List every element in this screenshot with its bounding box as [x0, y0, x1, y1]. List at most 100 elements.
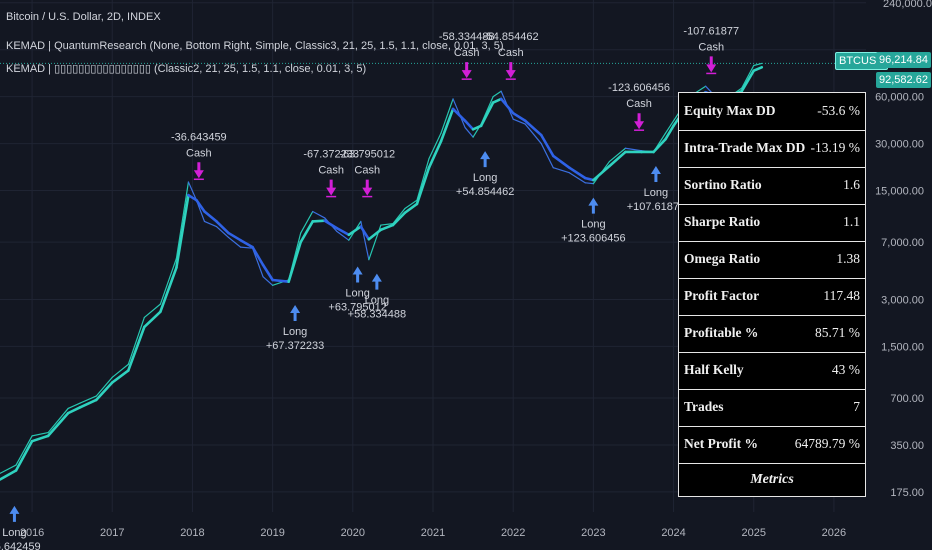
price-series-segment	[159, 257, 178, 305]
price-series-segment	[127, 316, 145, 365]
price-series-segment	[392, 207, 406, 225]
kemad-series-segment	[359, 225, 371, 241]
indicator-legend-1[interactable]: KEMAD | QuantumResearch (None, Bottom Ri…	[6, 40, 504, 52]
price-series-segment	[608, 147, 627, 163]
price-series-segment	[31, 431, 49, 437]
cash-label: Cash	[186, 147, 212, 159]
price-series-segment	[741, 64, 755, 89]
price-series-segment	[492, 90, 502, 98]
kemad-series-segment	[471, 124, 483, 131]
price-series-segment	[404, 199, 418, 210]
kemad-series-segment	[499, 97, 515, 115]
y-tick-label: 1,500.00	[881, 341, 924, 353]
long-label: Long	[283, 326, 307, 338]
kemad-series-segment	[159, 266, 178, 314]
price-series-segment	[512, 118, 526, 125]
kemad-price-tag: 92,582.62	[876, 72, 931, 88]
long-label: Long	[345, 288, 369, 300]
price-series-segment	[568, 172, 586, 184]
long-label: Long	[581, 219, 605, 231]
kemad-series-segment	[335, 226, 351, 237]
metric-row: Sharpe Ratio 1.1	[679, 204, 865, 242]
metric-value: 1.1	[843, 214, 860, 229]
metric-row: Profitable % 85.71 %	[679, 315, 865, 353]
kemad-series-segment	[491, 97, 503, 104]
y-tick-label: 15,000.00	[875, 185, 924, 197]
cash-arrow-icon	[326, 179, 337, 196]
price-series-segment	[0, 464, 17, 474]
kemad-series-segment	[239, 238, 254, 249]
cash-label: Cash	[698, 41, 724, 53]
kemad-series-segment	[126, 325, 146, 372]
metric-value: 7	[853, 399, 860, 414]
y-tick-label: 7,000.00	[881, 237, 924, 249]
metric-row: Trades 7	[679, 389, 865, 427]
x-tick-label: 2017	[100, 527, 124, 539]
metric-label: Trades	[684, 399, 724, 414]
price-series-segment	[584, 182, 594, 185]
cash-label: Cash	[454, 47, 480, 59]
metric-value: 1.6	[843, 177, 860, 192]
metric-value: 1.38	[836, 251, 860, 266]
long-value: +123.606456	[561, 233, 626, 245]
long-arrow-icon	[9, 505, 20, 522]
kemad-series-segment	[539, 133, 555, 158]
long-arrow-icon	[352, 266, 363, 283]
price-series-segment	[380, 222, 394, 226]
metric-row: Net Profit % 64789.79 %	[679, 426, 865, 464]
kemad-series-segment	[299, 220, 315, 244]
indicator-legend-2[interactable]: KEMAD | ▯▯▯▯▯▯▯▯▯▯▯▯▯▯▯▯ (Classic2, 21, …	[6, 63, 367, 75]
y-tick-label: 30,000.00	[875, 139, 924, 151]
cash-label: Cash	[354, 165, 380, 177]
price-series-segment	[552, 167, 570, 174]
cash-label: Cash	[318, 165, 344, 177]
metric-label: Profitable %	[684, 325, 759, 340]
kemad-series-segment	[227, 231, 242, 242]
kemad-series-segment	[66, 406, 82, 415]
kemad-series-segment	[311, 219, 327, 223]
long-label: Long	[365, 295, 389, 307]
kemad-series-segment	[664, 124, 675, 141]
price-series-segment	[227, 236, 242, 248]
metric-label: Intra-Trade Max DD	[684, 140, 806, 155]
kemad-series-segment	[203, 210, 218, 223]
metrics-table: Equity Max DD -53.6 % Intra-Trade Max DD -1…	[678, 92, 866, 497]
price-series-segment	[175, 181, 190, 260]
kemad-series-segment	[261, 263, 274, 282]
price-series-segment	[15, 435, 33, 466]
cash-arrow-icon	[362, 179, 373, 196]
metric-value: 64789.79 %	[794, 436, 860, 451]
cash-arrow-icon	[706, 56, 717, 73]
metric-row: Equity Max DD -53.6 %	[679, 93, 865, 131]
price-series-segment	[79, 395, 97, 404]
metric-label: Profit Factor	[684, 288, 760, 303]
price-series-segment	[416, 158, 430, 201]
long-value: +58.334488	[348, 309, 406, 321]
price-series-segment	[540, 142, 554, 169]
x-tick-label: 2022	[501, 527, 525, 539]
metric-value: 117.48	[823, 288, 860, 303]
cash-value: -36.643459	[171, 131, 227, 143]
price-series-segment	[95, 376, 113, 397]
long-arrow-icon	[588, 197, 599, 214]
x-tick-label: 2025	[741, 527, 765, 539]
metric-value: 43 %	[831, 362, 860, 377]
x-tick-label: 2023	[581, 527, 605, 539]
kemad-series-segment	[14, 439, 34, 472]
cash-arrow-icon	[193, 162, 204, 179]
kemad-series-segment	[451, 107, 467, 123]
kemad-series-segment	[511, 111, 527, 123]
metric-value: -53.6 %	[817, 103, 860, 118]
cash-label: Cash	[498, 47, 524, 59]
metric-label: Equity Max DD	[684, 103, 776, 118]
x-tick-label: 2016	[20, 527, 44, 539]
cash-label: Cash	[626, 98, 652, 110]
metric-value: 85.71 %	[815, 325, 860, 340]
metric-row: Half Kelly 43 %	[679, 352, 865, 390]
price-series-segment	[300, 210, 314, 234]
kemad-series-segment	[427, 140, 443, 170]
price-series-segment	[524, 123, 542, 145]
metric-value: -13.19 %	[810, 140, 861, 155]
long-arrow-icon	[480, 151, 491, 168]
long-label: Long	[2, 527, 26, 539]
